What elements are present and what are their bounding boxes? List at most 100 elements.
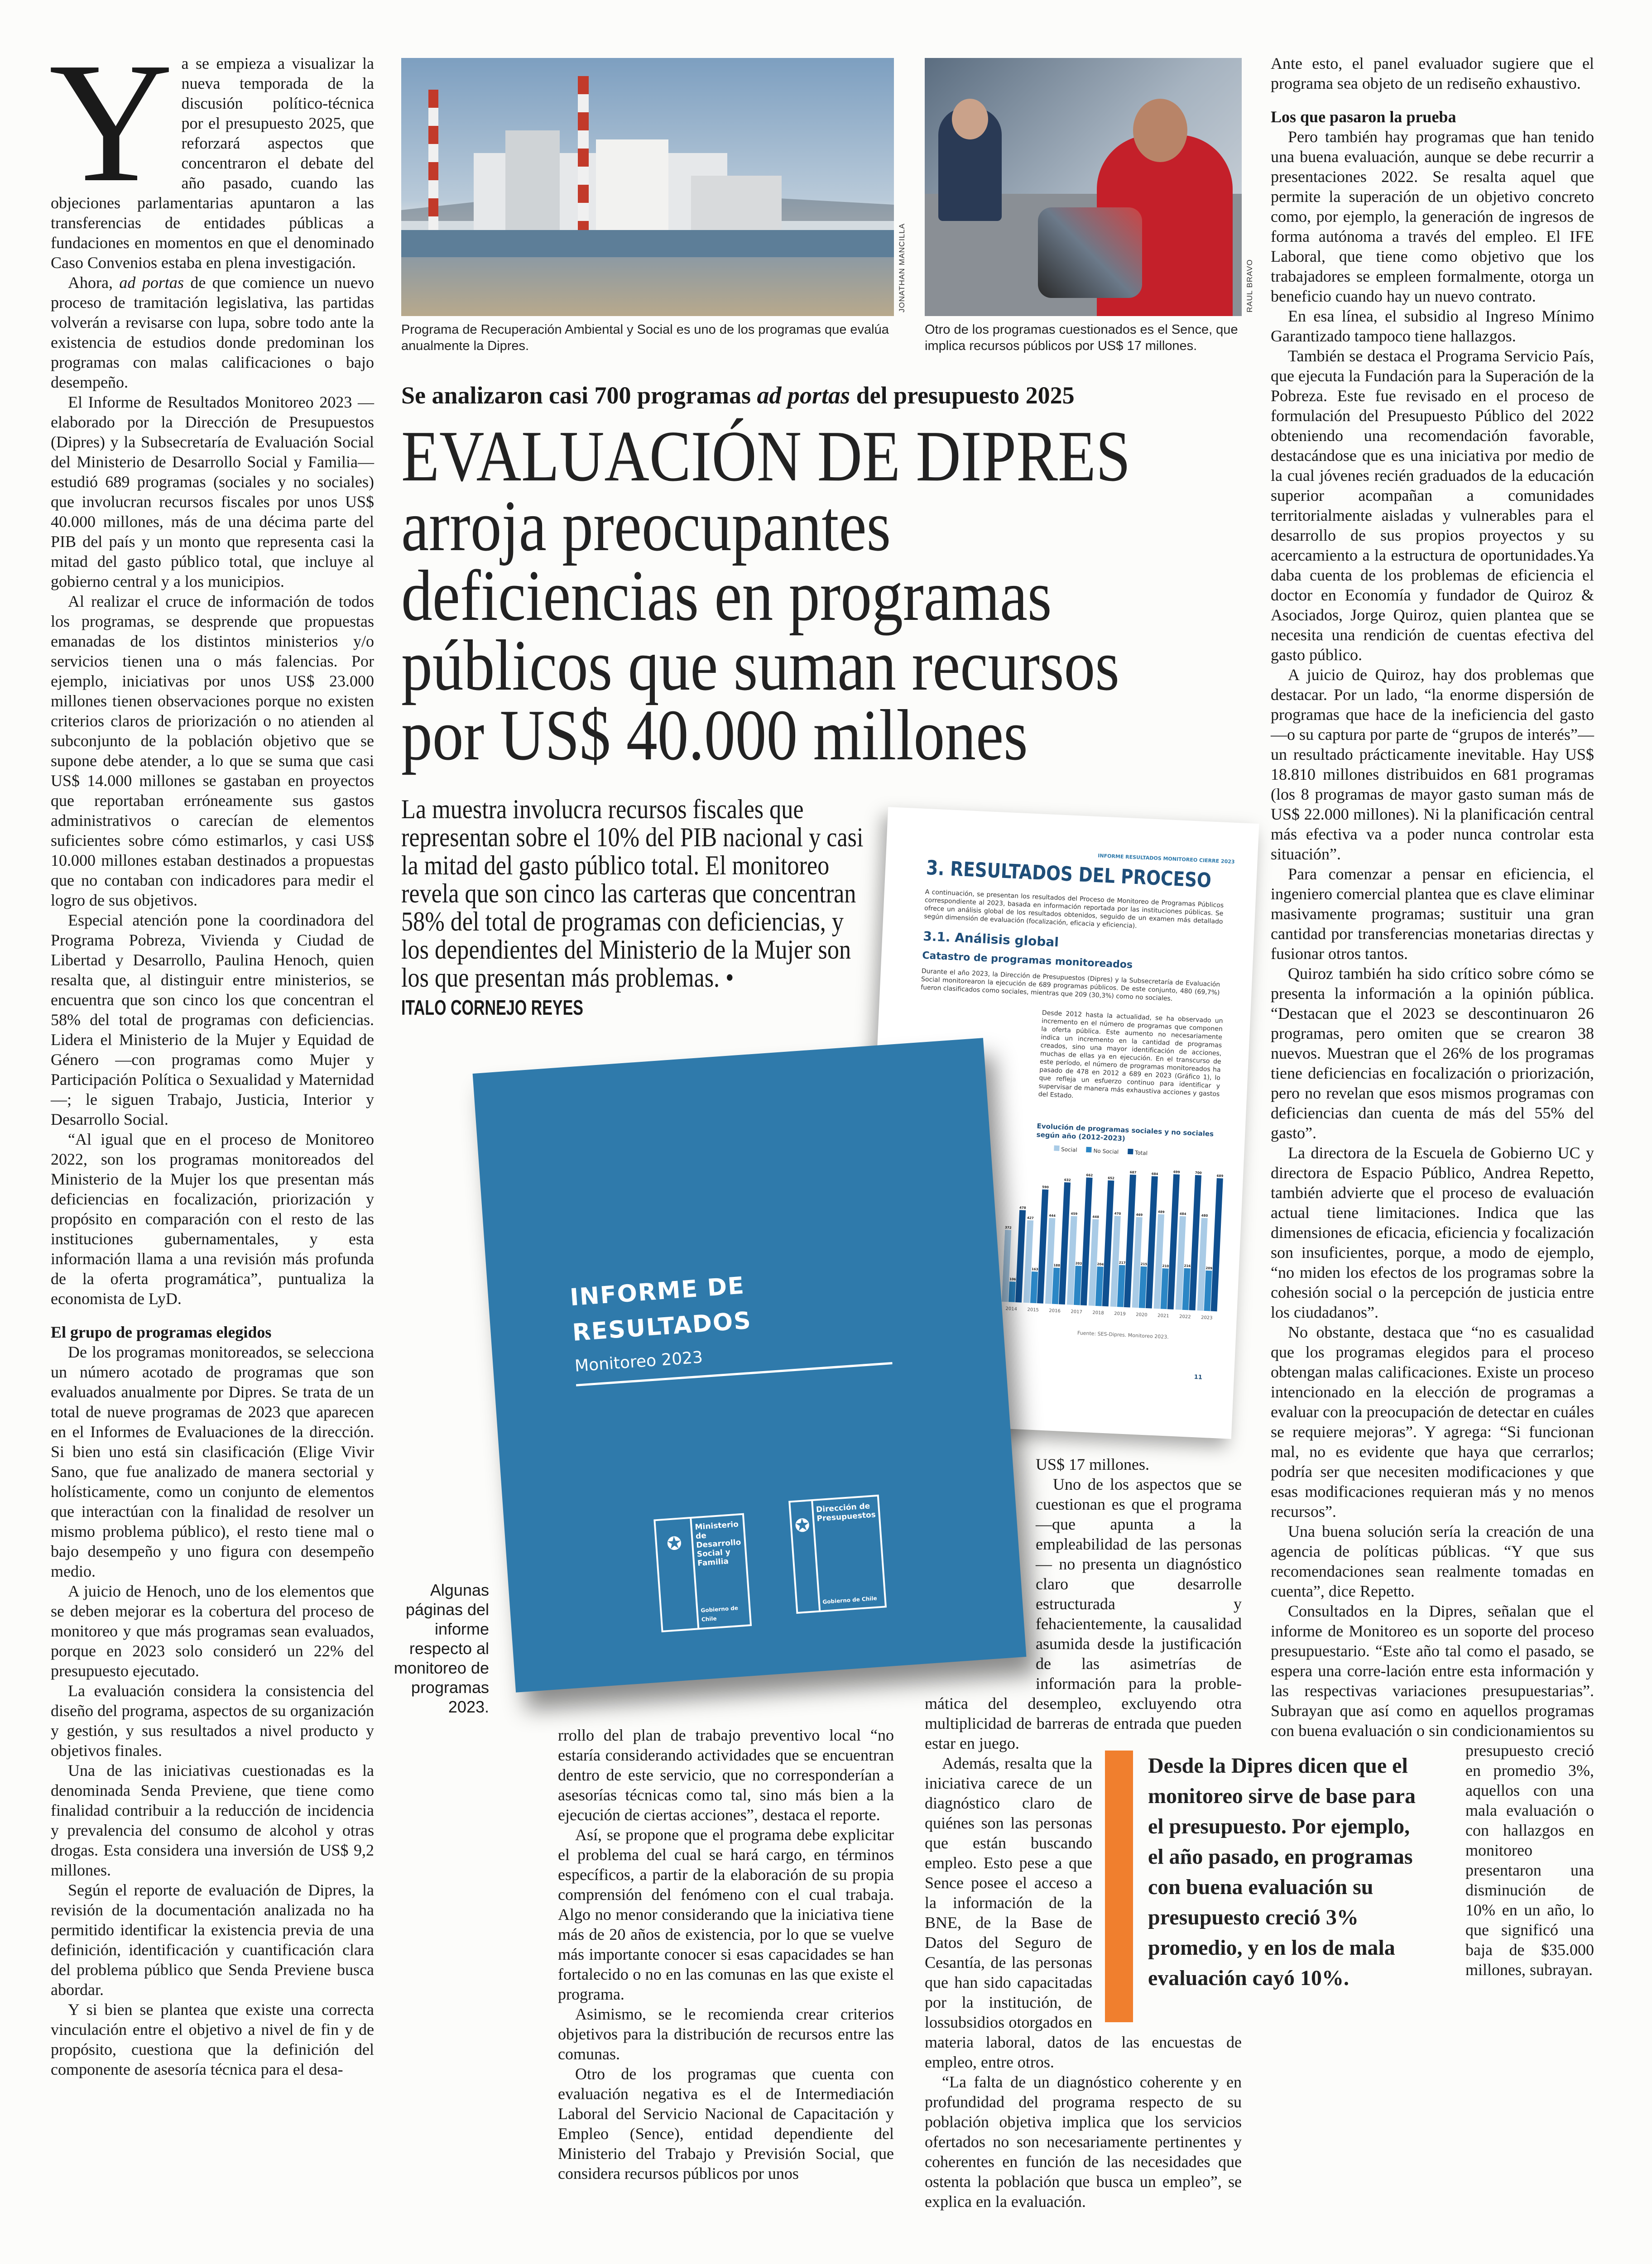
bar-social (1153, 1214, 1165, 1309)
bar-social (1175, 1216, 1186, 1310)
bar-social (1045, 1218, 1056, 1304)
paragraph: Consultados en la Dipres, señalan que el… (1271, 1601, 1594, 1980)
data-label: 684 (1152, 1172, 1158, 1176)
chimney (578, 76, 589, 235)
drop-cap: Y (49, 27, 173, 218)
paragraph: Según el reporte de evaluación de Dipres… (51, 1880, 374, 2000)
bar-no-social (1182, 1268, 1191, 1310)
paragraph: A juicio de Quiroz, hay dos problemas qu… (1271, 665, 1594, 864)
data-label: 459 (1071, 1212, 1077, 1216)
bar-total (1058, 1182, 1071, 1305)
chimney (428, 90, 438, 235)
paragraph-text: “La falta de un diagnóstico coherente y … (925, 2073, 1242, 2211)
report-page: INFORME RESULTADOS MONITOREO CIERRE 2023… (860, 807, 1259, 1439)
bar-no-social (1138, 1266, 1147, 1308)
paragraph-text: Además, resalta que la iniciativa carece… (925, 1754, 1092, 2031)
paragraph: Una de las iniciativas cuestionadas es l… (51, 1760, 374, 1880)
pull-quote: Desde la Dipres dicen que el monitoreo s… (1148, 1754, 1416, 1990)
paragraph: En esa línea, el subsidio al Ingreso Mín… (1271, 306, 1594, 346)
paragraph: Otro de los programas que cuenta con eva… (558, 2064, 894, 2183)
data-label: 632 (1064, 1178, 1071, 1182)
paragraph-text: La directora de la Escuela de Gobierno U… (1271, 1144, 1594, 1321)
bar-social (1110, 1216, 1121, 1307)
report-header: INFORME RESULTADOS MONITOREO CIERRE 2023 (1098, 853, 1235, 865)
paragraph-text: Quiroz también ha sido crítico sobre cóm… (1271, 964, 1594, 1142)
photo-credit: JONATHAN MANCILLA (898, 223, 906, 312)
paragraph-text: También se destaca el Programa Servicio … (1271, 347, 1594, 664)
data-label: 210 (1162, 1264, 1169, 1268)
bar-social (1197, 1218, 1208, 1311)
column-4: Ante esto, el panel evaluador sugiere qu… (1271, 53, 1594, 2037)
logo-footer: Gobierno de Chile (701, 1605, 739, 1623)
paragraph: Al realizar el cruce de información de t… (51, 591, 374, 910)
legend-no-social: No Social (1086, 1146, 1119, 1155)
report-subsection: Catastro de programas monitoreados (922, 950, 1133, 971)
bar-social (1023, 1220, 1034, 1303)
paragraph: Y si bien se plantea que existe una corr… (51, 2000, 374, 2079)
headline: EVALUACIÓN DE DIPRES arroja preocupantes… (401, 416, 1131, 775)
paragraph-text: Otro de los programas que cuenta con eva… (558, 2065, 894, 2182)
report-paragraph: Desde 2012 hasta la actualidad, se ha ob… (1038, 1009, 1223, 1100)
heading-text: El grupo de programas elegidos (51, 1323, 272, 1341)
text: Ahora, (68, 273, 120, 292)
paragraph-text: Al realizar el cruce de información de t… (51, 592, 374, 909)
data-label: 590 (1042, 1185, 1049, 1190)
data-label: 489 (1158, 1210, 1165, 1214)
bullet: • (725, 963, 734, 993)
headline-line: EVALUACIÓN DE DIPRES (401, 416, 1131, 496)
bar-total (1145, 1176, 1158, 1309)
data-label: 470 (1114, 1212, 1121, 1216)
data-label: 480 (1201, 1214, 1208, 1218)
paragraph-text: Una de las iniciativas cuestionadas es l… (51, 1761, 374, 1879)
bar-total (1189, 1175, 1202, 1311)
bar-total (1037, 1189, 1049, 1304)
paragraph: US$ 17 millones. (925, 1454, 1242, 1474)
paragraph-text: La evaluación considera la consistencia … (51, 1682, 374, 1760)
bar-no-social (1160, 1268, 1169, 1309)
page-number: 11 (1194, 1374, 1203, 1381)
paragraph-text: No obstante, destaca que “no es casualid… (1271, 1323, 1594, 1521)
headline-line: deficiencias en programas (401, 555, 1052, 636)
x-tick-label: 2020 (1136, 1312, 1148, 1318)
x-tick-label: 2023 (1201, 1315, 1213, 1321)
paragraph: Uno de los aspectos que se cuestionan es… (925, 1474, 1242, 1753)
column-2: rrollo del plan de trabajo preventivo lo… (558, 1725, 894, 2183)
bar-no-social (1204, 1270, 1212, 1311)
paragraph-text: “Al igual que en el proceso de Monitoreo… (51, 1130, 374, 1308)
photo-caption: Programa de Recuperación Ambiental y Soc… (401, 322, 889, 353)
data-label: 448 (1092, 1215, 1099, 1219)
intro-text: a se empieza a visualizar la nueva tempo… (51, 54, 374, 272)
kicker-text: del presupuesto 2025 (850, 382, 1075, 409)
paragraph: Además, resalta que la iniciativa carece… (925, 1753, 1242, 2072)
paragraph: No obstante, destaca que “no es casualid… (1271, 1322, 1594, 1521)
legend-label: No Social (1093, 1147, 1119, 1155)
data-label: 163 (1032, 1267, 1038, 1271)
paragraph-text: Asimismo, se le recomienda crear criteri… (558, 2005, 894, 2063)
data-label: 215 (1141, 1262, 1148, 1266)
headline-line: por US$ 40.000 millones (401, 695, 1028, 775)
x-tick-label: 2017 (1071, 1309, 1082, 1315)
deck-text: La muestra involucra recursos fiscales q… (401, 794, 864, 993)
data-label: 106 (1009, 1277, 1016, 1281)
data-label: 484 (1180, 1212, 1186, 1216)
paragraph-text: De los programas monitoreados, se selecc… (51, 1343, 374, 1580)
bar-chart: 372 106 478 2014 427 163 590 2015 444 188 632 2016 4… (1001, 1170, 1224, 1321)
data-label: 700 (1195, 1171, 1202, 1175)
chart-legend: Social No Social Total (1054, 1145, 1148, 1156)
paragraph: A juicio de Henoch, uno de los elementos… (51, 1581, 374, 1681)
paragraph: El Informe de Resultados Monitoreo 2023 … (51, 392, 374, 591)
paragraph: Quiroz también ha sido crítico sobre cóm… (1271, 964, 1594, 1143)
data-label: 652 (1108, 1176, 1114, 1180)
legend-social: Social (1054, 1145, 1077, 1153)
x-tick-label: 2015 (1027, 1307, 1039, 1313)
column-body: US$ 17 millones. Uno de los aspectos que … (925, 1454, 1242, 2211)
paragraph-text: Según el reporte de evaluación de Dipres… (51, 1881, 374, 1999)
headline-line: arroja preocupantes (401, 485, 891, 566)
paragraph: Para comenzar a pensar en eficiencia, el… (1271, 864, 1594, 964)
pull-quote-bar (1105, 1751, 1133, 2022)
paragraph: “La falta de un diagnóstico coherente y … (925, 2072, 1242, 2211)
paragraph-text: Pero también hay programas que han tenid… (1271, 128, 1594, 305)
paragraph-text: rrollo del plan de trabajo preventivo lo… (558, 1726, 894, 1824)
